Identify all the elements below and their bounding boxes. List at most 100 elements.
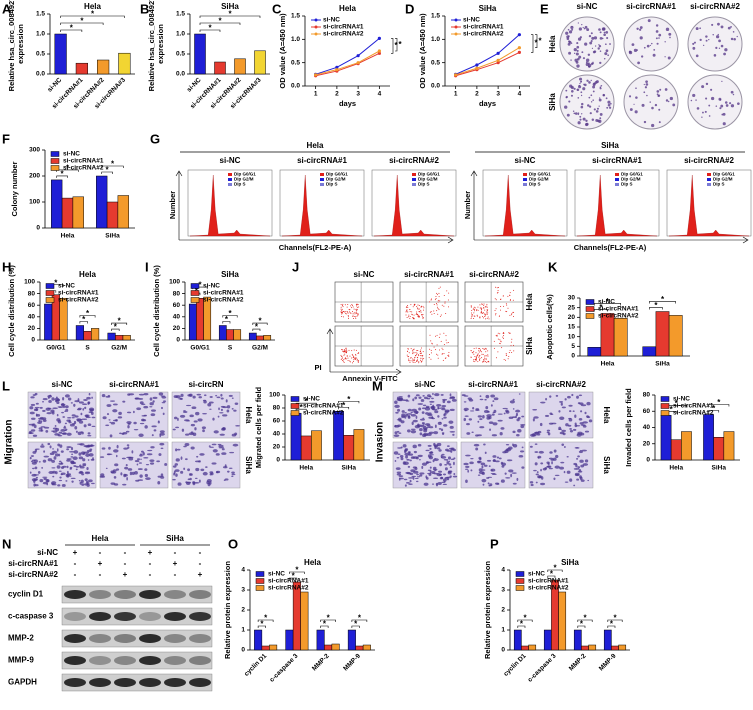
stained-cell (233, 409, 237, 412)
bar (353, 429, 365, 461)
stained-cell (160, 473, 164, 477)
stained-cell (491, 413, 495, 416)
event-dot (347, 316, 349, 318)
legend-label: si-circRNA#2 (268, 585, 309, 592)
event-dot (340, 359, 342, 361)
stained-cell (86, 396, 91, 400)
significance-mark: * (520, 620, 524, 629)
event-dot (485, 306, 487, 308)
colony (581, 51, 584, 54)
legend-label: Dip S (713, 182, 725, 187)
x-tick-label: MMP-9 (598, 652, 618, 672)
stained-cell (42, 397, 48, 401)
stained-cell (164, 462, 168, 466)
stained-cell (75, 468, 78, 471)
column-label: si-circRNA#2 (690, 2, 740, 11)
event-dot (487, 316, 489, 318)
legend-swatch (290, 410, 300, 416)
event-dot (414, 304, 416, 306)
event-dot (349, 312, 351, 314)
y-tick-label: 100 (169, 279, 180, 286)
stained-cell (136, 407, 142, 411)
colony (605, 49, 609, 53)
event-dot (444, 302, 446, 304)
significance-bracket (222, 315, 238, 318)
stained-cell (186, 481, 192, 484)
colony (574, 112, 578, 115)
stained-cell (463, 407, 469, 411)
stained-cell (549, 395, 552, 398)
colony (664, 41, 666, 43)
y-tick-label: 10 (568, 333, 576, 340)
event-dot (487, 355, 489, 357)
event-dot (479, 359, 481, 361)
stained-cell (30, 396, 35, 399)
event-dot (509, 294, 511, 296)
event-dot (443, 295, 445, 297)
chart-title: Hela (304, 558, 321, 567)
point (475, 63, 479, 67)
stained-cell (107, 453, 113, 455)
event-dot (350, 361, 352, 363)
stained-cell (91, 482, 95, 485)
stained-cell (559, 400, 564, 403)
event-dot (428, 357, 430, 359)
event-dot (482, 347, 484, 349)
stained-cell (406, 458, 410, 461)
y-tick-label: 1.5 (431, 13, 440, 20)
event-dot (419, 350, 421, 352)
colony (715, 105, 718, 107)
y-tick-label: 15 (568, 324, 576, 331)
significance-mark: * (599, 303, 603, 312)
colony (629, 108, 633, 111)
bar (254, 629, 263, 651)
stained-cell (57, 406, 62, 408)
event-dot (420, 355, 422, 357)
colony (732, 93, 735, 96)
colony (664, 56, 666, 58)
event-dot (483, 358, 485, 360)
event-dot (505, 303, 507, 305)
stained-cell (49, 452, 55, 455)
event-dot (477, 353, 479, 355)
stained-cell (452, 475, 458, 478)
stained-cell (87, 423, 92, 426)
stained-cell (484, 451, 487, 455)
event-dot (353, 355, 355, 357)
colony (604, 52, 608, 56)
event-dot (440, 314, 442, 316)
stained-cell (476, 461, 482, 463)
event-dot (508, 356, 510, 358)
event-dot (342, 316, 344, 318)
stained-cell (207, 402, 212, 407)
colony (598, 105, 600, 107)
stained-cell (136, 458, 141, 461)
colony (656, 42, 659, 45)
stained-cell (42, 481, 48, 485)
colony (588, 96, 591, 99)
stained-cell (117, 416, 123, 419)
protein-label: GAPDH (8, 678, 37, 687)
colony (669, 36, 671, 39)
event-dot (473, 317, 475, 319)
event-dot (406, 310, 408, 312)
stained-cell (192, 395, 196, 399)
stained-cell (405, 413, 409, 417)
event-dot (345, 311, 347, 313)
stained-cell (56, 418, 61, 422)
y-tick-label: 60 (28, 302, 36, 309)
colony (588, 34, 592, 38)
blot-band (139, 590, 161, 599)
legend-label: Dip G2/M (234, 177, 254, 182)
bar (263, 335, 272, 341)
event-dot (408, 358, 410, 360)
colony (592, 90, 595, 93)
y-tick-label: 20 (273, 444, 281, 451)
y-tick-label: 0.5 (431, 59, 440, 66)
column-label: si-circRNA#1 (404, 270, 454, 279)
blot-band (64, 590, 86, 599)
event-dot (407, 304, 409, 306)
x-tick-label: S (228, 345, 233, 352)
event-dot (342, 311, 344, 313)
stained-cell (86, 467, 89, 471)
